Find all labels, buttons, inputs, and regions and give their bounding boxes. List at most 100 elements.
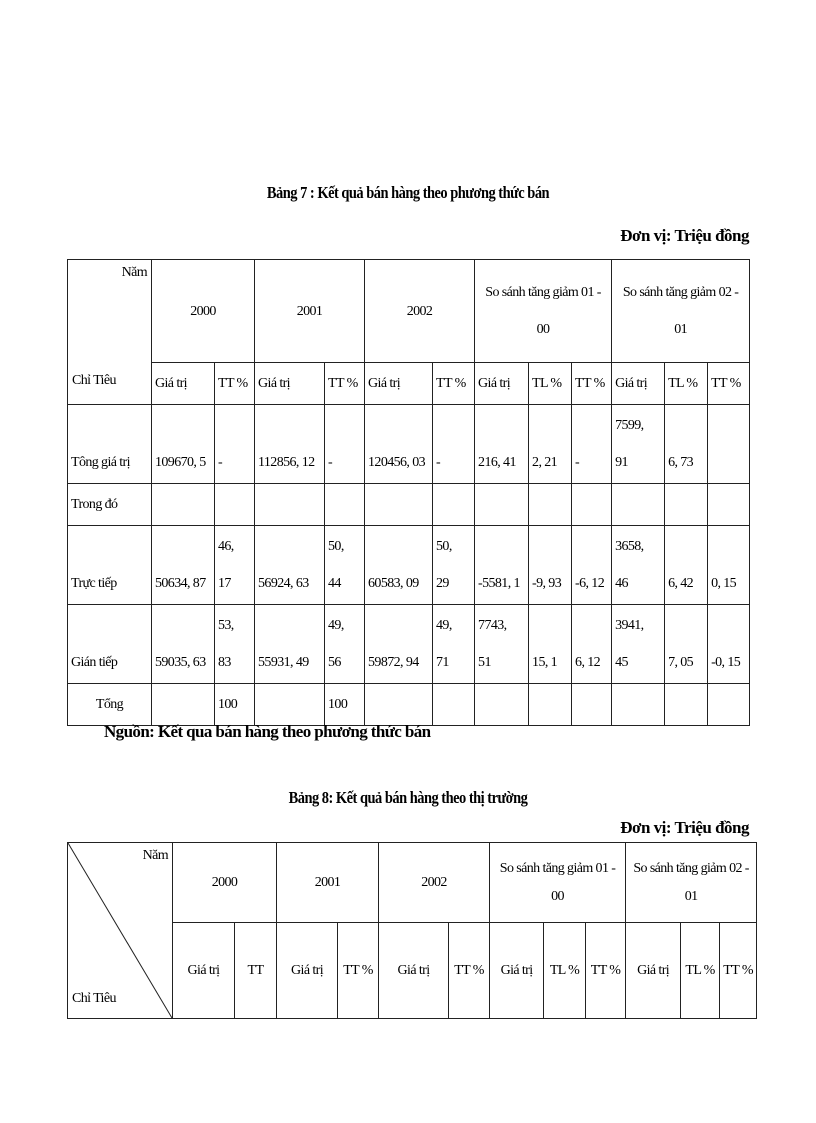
row-label: Tổng [67, 683, 152, 726]
column-header: TL % [664, 362, 709, 405]
indicator-label: Chỉ Tiêu [72, 991, 116, 1006]
table7: Năm Chỉ Tiêu 2000 2001 2002 So sánh tăng giảm… [67, 259, 751, 726]
table-cell: 7, 05 [664, 604, 709, 684]
table-cell [364, 483, 434, 526]
group-header: 2000 [171, 842, 278, 923]
column-header: Giá trị [489, 922, 545, 1019]
column-header: TT % [337, 922, 380, 1019]
corner-header: Năm Chỉ Tiêu [67, 842, 173, 1019]
column-header: Giá trị [625, 922, 682, 1019]
year-label: Năm [121, 265, 148, 280]
column-header: TL % [528, 362, 573, 405]
table-cell: 3658, 46 [611, 525, 666, 605]
table-cell: 2, 21 [528, 404, 573, 484]
table-cell [707, 404, 751, 484]
table-cell: 216, 41 [474, 404, 530, 484]
column-header: TT % [707, 362, 751, 405]
table-cell: 56924, 63 [254, 525, 326, 605]
table-cell [151, 683, 215, 726]
table-cell: -0, 15 [707, 604, 751, 684]
table-row: Tổng 100 100 [67, 683, 751, 726]
table-cell: 55931, 49 [254, 604, 326, 684]
row-label: Gián tiếp [67, 604, 152, 684]
table-cell [324, 483, 366, 526]
table-cell: - [571, 404, 613, 484]
table-cell [474, 683, 530, 726]
table-cell [611, 683, 666, 726]
column-header: Giá trị [611, 362, 666, 405]
column-header: TT % [719, 922, 758, 1019]
table-cell: 60583, 09 [364, 525, 434, 605]
table-cell: 6, 12 [571, 604, 613, 684]
table-cell: 6, 42 [664, 525, 709, 605]
table-cell [364, 683, 434, 726]
table-cell [432, 483, 476, 526]
column-header: Giá trị [276, 922, 339, 1019]
column-header: TT [233, 922, 278, 1019]
table-cell: 6, 73 [664, 404, 709, 484]
column-header: TT % [213, 362, 256, 405]
table7-unit: Đơn vị: Triệu đồng [620, 226, 749, 245]
column-header: Giá trị [254, 362, 326, 405]
table-cell: -9, 93 [528, 525, 573, 605]
group-header: 2002 [378, 842, 491, 923]
table8-unit: Đơn vị: Triệu đồng [620, 818, 749, 837]
table-cell: 112856, 12 [254, 404, 326, 484]
table-cell: - [432, 404, 476, 484]
table-cell: 50, 44 [324, 525, 366, 605]
indicator-label: Chỉ Tiêu [72, 373, 116, 388]
corner-header: Năm Chỉ Tiêu [67, 259, 152, 405]
group-header: 2000 [150, 259, 256, 363]
column-header: Giá trị [364, 362, 434, 405]
table-cell [611, 483, 666, 526]
table-cell: 53, 83 [213, 604, 256, 684]
table-cell: -6, 12 [571, 525, 613, 605]
table-cell: 7743, 51 [474, 604, 530, 684]
column-header: TT % [448, 922, 491, 1019]
table-cell [664, 483, 709, 526]
table8: Năm Chỉ Tiêu 2000 2001 2002 So sánh tăng giảm… [67, 842, 758, 1019]
year-label: Năm [142, 848, 169, 863]
table-cell: 109670, 5 [151, 404, 215, 484]
table-cell: 59035, 63 [151, 604, 215, 684]
column-header: TL % [543, 922, 587, 1019]
group-header: So sánh tăng giảm 01 - 00 [489, 842, 627, 923]
group-header: 2001 [276, 842, 380, 923]
table-cell: 120456, 03 [364, 404, 434, 484]
group-header: So sánh tăng giảm 02 - 01 [625, 842, 758, 923]
table-cell [254, 483, 326, 526]
table-cell: - [213, 404, 256, 484]
table-cell [432, 683, 476, 726]
table-cell [474, 483, 530, 526]
table-cell: 15, 1 [528, 604, 573, 684]
table-cell [571, 483, 613, 526]
row-label: Trong đó [67, 483, 152, 526]
table-cell: 3941, 45 [611, 604, 666, 684]
table-cell: 46, 17 [213, 525, 256, 605]
group-header: 2002 [364, 259, 476, 363]
table-cell: 0, 15 [707, 525, 751, 605]
table-cell [528, 483, 573, 526]
table-cell [528, 683, 573, 726]
column-header: TT % [585, 922, 627, 1019]
group-header: 2001 [254, 259, 366, 363]
table-cell: 100 [324, 683, 366, 726]
table-cell: 49, 56 [324, 604, 366, 684]
table-cell: 50, 29 [432, 525, 476, 605]
column-header: Giá trị [151, 362, 215, 405]
table-row: Tông giá trị 109670, 5-112856, 12-120456,… [67, 404, 751, 484]
group-header: So sánh tăng giảm 01 - 00 [474, 259, 613, 363]
table-cell [151, 483, 215, 526]
table-cell: -5581, 1 [474, 525, 530, 605]
table-cell: 100 [213, 683, 256, 726]
row-label: Tông giá trị [67, 404, 152, 484]
table-row: Trong đó [67, 483, 751, 526]
table-cell [707, 483, 751, 526]
column-header: Giá trị [474, 362, 530, 405]
table-cell [664, 683, 709, 726]
table8-title: Bảng 8: Kết quả bán hàng theo thị trường [288, 788, 528, 807]
table-cell: 49, 71 [432, 604, 476, 684]
row-label: Trực tiếp [67, 525, 152, 605]
table-cell [707, 683, 751, 726]
group-header: So sánh tăng giảm 02 - 01 [611, 259, 751, 363]
